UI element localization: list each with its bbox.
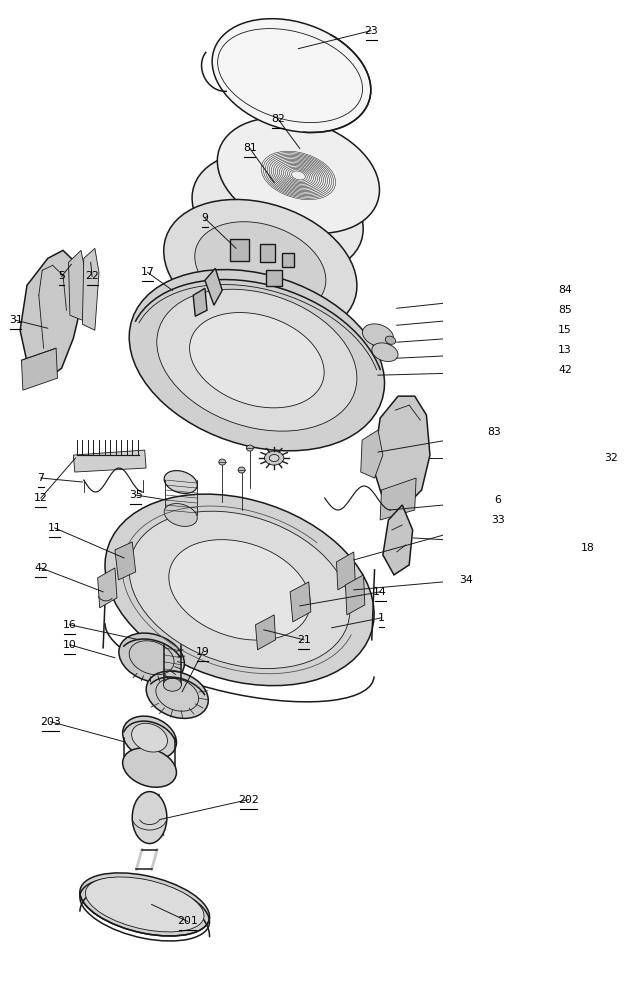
Ellipse shape [372, 343, 398, 362]
Text: 202: 202 [238, 795, 259, 805]
Polygon shape [20, 250, 82, 380]
Polygon shape [205, 268, 222, 305]
Text: 82: 82 [271, 114, 284, 124]
Ellipse shape [238, 467, 245, 473]
Text: 42: 42 [34, 563, 48, 573]
Text: 201: 201 [177, 916, 198, 926]
Ellipse shape [164, 504, 197, 526]
Ellipse shape [192, 152, 363, 274]
Text: 16: 16 [63, 620, 77, 630]
Text: 85: 85 [558, 305, 572, 315]
Text: 13: 13 [558, 345, 572, 355]
Text: 17: 17 [141, 267, 155, 277]
Text: 31: 31 [9, 315, 23, 325]
Text: 23: 23 [364, 26, 378, 36]
Text: 15: 15 [558, 325, 572, 335]
Polygon shape [73, 450, 146, 472]
Text: 84: 84 [558, 285, 572, 295]
Ellipse shape [362, 324, 394, 347]
Ellipse shape [164, 199, 357, 337]
Ellipse shape [105, 494, 374, 686]
Ellipse shape [132, 792, 167, 844]
Text: 34: 34 [459, 575, 473, 585]
Polygon shape [290, 582, 311, 622]
Ellipse shape [123, 716, 176, 759]
Ellipse shape [247, 445, 254, 451]
Ellipse shape [119, 633, 185, 683]
Polygon shape [373, 396, 430, 510]
Text: 83: 83 [487, 427, 500, 437]
Polygon shape [337, 552, 355, 590]
Text: 35: 35 [129, 490, 142, 500]
Ellipse shape [164, 471, 197, 493]
Polygon shape [82, 248, 99, 330]
Ellipse shape [269, 455, 279, 462]
Text: 42: 42 [558, 365, 572, 375]
Ellipse shape [265, 451, 284, 465]
Polygon shape [193, 288, 207, 316]
Text: 9: 9 [201, 213, 208, 223]
Ellipse shape [385, 336, 396, 344]
Polygon shape [230, 239, 249, 261]
Ellipse shape [80, 873, 210, 936]
Polygon shape [256, 615, 275, 650]
Text: 203: 203 [40, 717, 61, 727]
Ellipse shape [217, 117, 380, 233]
Ellipse shape [129, 511, 350, 669]
Text: 1: 1 [378, 613, 385, 623]
Text: 33: 33 [491, 515, 505, 525]
Text: 14: 14 [373, 587, 387, 597]
Ellipse shape [169, 540, 311, 640]
Ellipse shape [195, 222, 326, 315]
Text: 5: 5 [58, 271, 65, 281]
Text: 81: 81 [243, 143, 257, 153]
Ellipse shape [164, 678, 181, 691]
Text: 7: 7 [38, 473, 44, 483]
Polygon shape [98, 568, 117, 608]
Ellipse shape [219, 459, 226, 465]
Polygon shape [266, 270, 282, 286]
Text: 10: 10 [63, 640, 77, 650]
Text: 21: 21 [297, 635, 311, 645]
Polygon shape [115, 542, 135, 580]
Text: 22: 22 [85, 271, 99, 281]
Polygon shape [380, 478, 416, 520]
Ellipse shape [190, 313, 324, 408]
Text: 6: 6 [495, 495, 501, 505]
Ellipse shape [146, 671, 208, 718]
Polygon shape [22, 348, 58, 390]
Polygon shape [68, 250, 86, 320]
Text: 12: 12 [34, 493, 48, 503]
Text: 11: 11 [48, 523, 61, 533]
Ellipse shape [123, 748, 176, 787]
Polygon shape [282, 253, 294, 267]
Ellipse shape [132, 723, 167, 752]
Polygon shape [346, 575, 365, 615]
Ellipse shape [157, 289, 357, 431]
Polygon shape [361, 430, 383, 478]
Polygon shape [383, 505, 413, 575]
Text: 18: 18 [581, 543, 595, 553]
Text: 32: 32 [604, 453, 618, 463]
Text: 19: 19 [196, 647, 210, 657]
Polygon shape [259, 244, 275, 262]
Ellipse shape [86, 877, 204, 932]
Ellipse shape [129, 270, 385, 451]
Ellipse shape [212, 19, 371, 133]
